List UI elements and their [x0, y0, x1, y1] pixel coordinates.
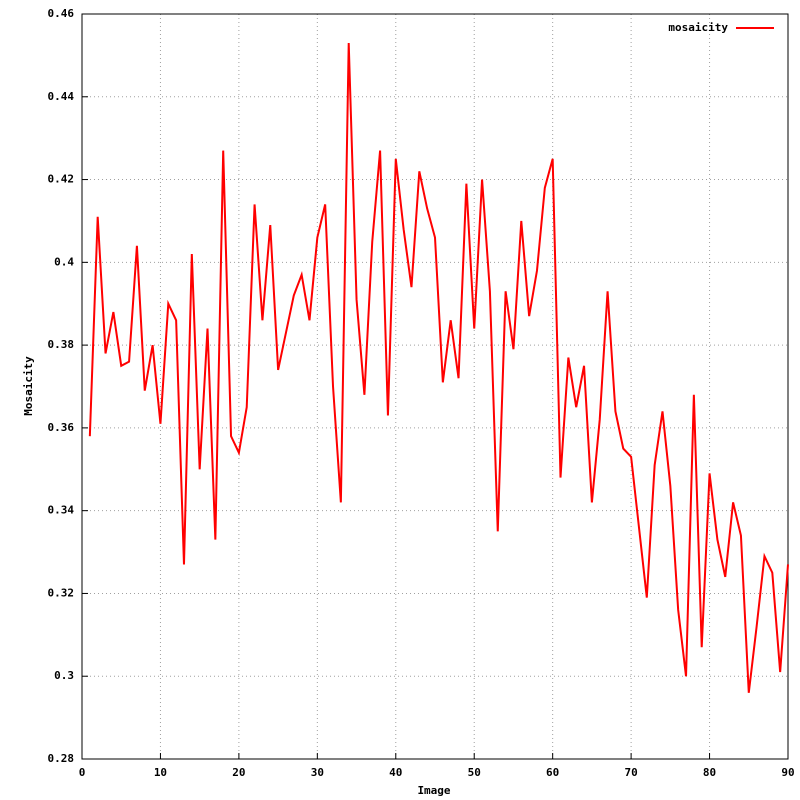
x-tick-label: 40	[389, 766, 402, 779]
y-axis-label: Mosaicity	[22, 356, 35, 416]
x-axis-label: Image	[417, 784, 450, 797]
plot-frame	[81, 13, 789, 760]
x-tick-label: 90	[781, 766, 794, 779]
x-tick-label: 20	[232, 766, 245, 779]
legend-label: mosaicity	[668, 21, 728, 34]
y-tick-label: 0.46	[48, 7, 75, 20]
data-line	[88, 42, 789, 693]
y-tick-label: 0.32	[48, 586, 75, 599]
y-tick-label: 0.3	[54, 669, 74, 682]
y-tick-label: 0.44	[48, 90, 75, 103]
x-tick-label: 70	[624, 766, 637, 779]
x-tick-label: 0	[79, 766, 86, 779]
x-tick-label: 60	[546, 766, 559, 779]
y-tick-label: 0.36	[48, 421, 75, 434]
x-tick-label: 80	[703, 766, 716, 779]
y-tick-label: 0.4	[54, 255, 74, 268]
y-tick-label: 0.28	[48, 752, 75, 765]
x-tick-label: 50	[468, 766, 481, 779]
x-tick-label: 10	[154, 766, 167, 779]
y-tick-label: 0.38	[48, 338, 75, 351]
y-tick-label: 0.34	[48, 504, 75, 517]
x-tick-label: 30	[311, 766, 324, 779]
y-tick-label: 0.42	[48, 173, 75, 186]
